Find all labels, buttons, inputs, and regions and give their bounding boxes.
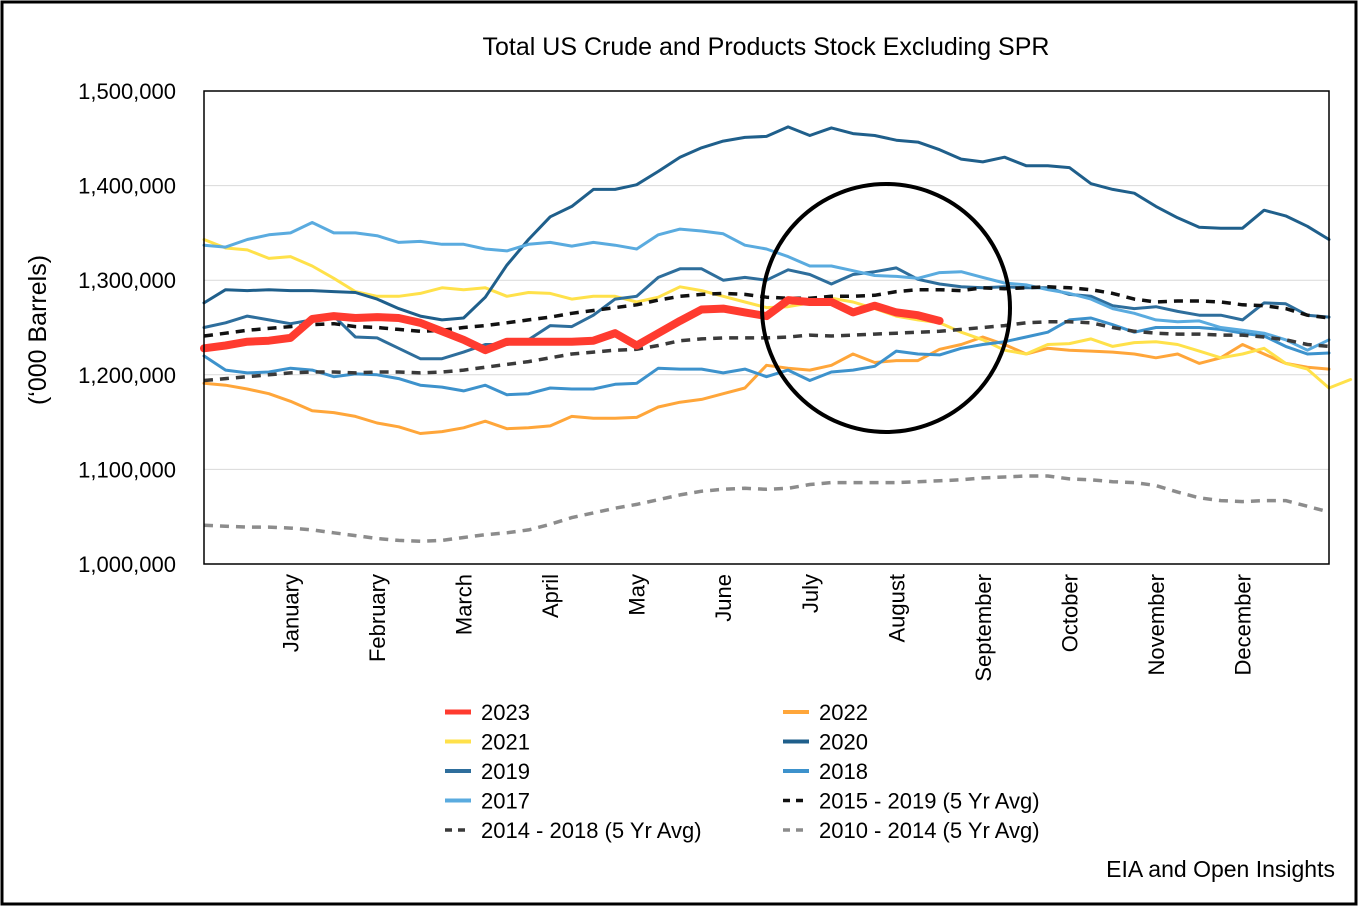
chart-title: Total US Crude and Products Stock Exclud…: [483, 33, 1050, 61]
legend-item: 2017: [445, 789, 530, 814]
series-line-2022: [202, 335, 1331, 435]
series-line-2023: [200, 296, 944, 355]
x-tick-label: November: [1144, 574, 1169, 675]
legend-item: 2020: [783, 730, 868, 755]
x-tick-label: June: [711, 574, 736, 622]
y-tick-label: 1,200,000: [78, 363, 176, 388]
y-tick-label: 1,100,000: [78, 457, 176, 482]
x-tick-labels: January February March April May June July Augu…: [279, 574, 1256, 682]
x-tick-label: December: [1230, 574, 1255, 675]
x-tick-label: May: [625, 574, 650, 616]
x-tick-label: February: [365, 574, 390, 662]
x-tick-label: August: [884, 574, 909, 643]
series-line-2015-2019-5-yr-avg: [203, 285, 1330, 338]
legend-item: 2023: [445, 700, 530, 725]
legend-label: 2017: [481, 789, 530, 814]
y-tick-labels: 1,000,000 1,100,000 1,200,000 1,300,000 1,40…: [78, 79, 176, 577]
series-line-2020: [202, 125, 1331, 322]
series-line-2017: [202, 221, 1331, 352]
legend-label: 2022: [819, 700, 868, 725]
legend-item: 2014 - 2018 (5 Yr Avg): [445, 818, 702, 843]
legend-item: 2019: [445, 759, 530, 784]
x-tick-label: January: [279, 574, 304, 652]
legend-item: 2015 - 2019 (5 Yr Avg): [783, 789, 1040, 814]
x-tick-label: October: [1057, 574, 1082, 652]
legend-label: 2019: [481, 759, 530, 784]
y-tick-label: 1,000,000: [78, 552, 176, 577]
y-axis-label: (‘000 Barrels): [24, 255, 52, 405]
legend-label: 2015 - 2019 (5 Yr Avg): [819, 789, 1040, 814]
plot-area-border: [203, 90, 1330, 565]
legend-label: 2010 - 2014 (5 Yr Avg): [819, 818, 1040, 843]
x-tick-label: September: [971, 574, 996, 682]
legend-item: 2010 - 2014 (5 Yr Avg): [783, 818, 1040, 843]
y-tick-label: 1,400,000: [78, 174, 176, 199]
x-tick-label: July: [798, 574, 823, 613]
y-tick-label: 1,300,000: [78, 268, 176, 293]
legend-label: 2014 - 2018 (5 Yr Avg): [481, 818, 702, 843]
x-tick-label: March: [452, 574, 477, 635]
y-tick-label: 1,500,000: [78, 79, 176, 104]
legend-label: 2023: [481, 700, 530, 725]
highlight-circle: [760, 182, 1012, 434]
legend: 2023 2022 2021 2020 2019 2018 2017 2015 - 2019 …: [445, 700, 1040, 843]
legend-label: 2020: [819, 730, 868, 755]
legend-item: 2022: [783, 700, 868, 725]
series-line-2018: [202, 316, 1331, 397]
legend-label: 2018: [819, 759, 868, 784]
source-note: EIA and Open Insights: [1106, 856, 1335, 882]
legend-item: 2018: [783, 759, 868, 784]
legend-item: 2021: [445, 730, 530, 755]
legend-label: 2021: [481, 730, 530, 755]
x-tick-label: April: [538, 574, 563, 618]
series-line-2010-2014-5-yr-avg: [203, 474, 1330, 544]
